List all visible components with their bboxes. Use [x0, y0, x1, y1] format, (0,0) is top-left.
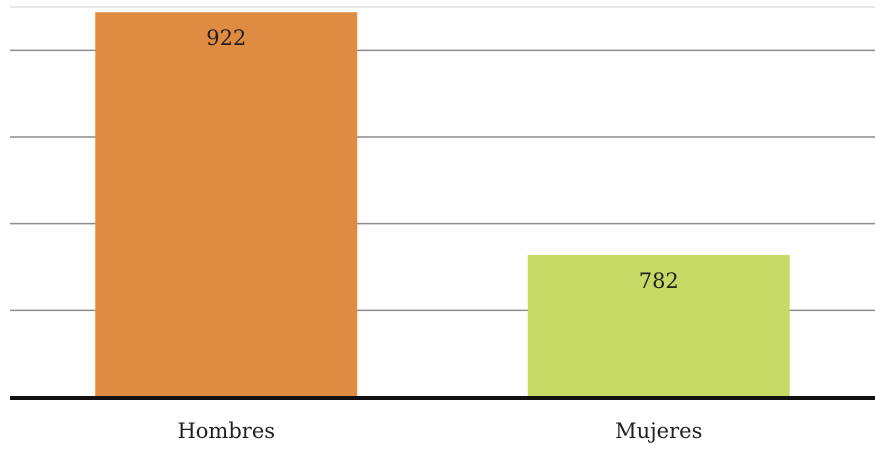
- category-label-hombres: Hombres: [177, 419, 275, 443]
- bar-mujeres: [527, 254, 790, 397]
- bars: [95, 12, 790, 397]
- bar-hombres: [95, 12, 358, 397]
- data-label-hombres: 922: [206, 26, 246, 50]
- labels: 922 Hombres 782 Mujeres: [177, 26, 702, 443]
- category-label-mujeres: Mujeres: [615, 419, 702, 443]
- data-label-mujeres: 782: [639, 269, 679, 293]
